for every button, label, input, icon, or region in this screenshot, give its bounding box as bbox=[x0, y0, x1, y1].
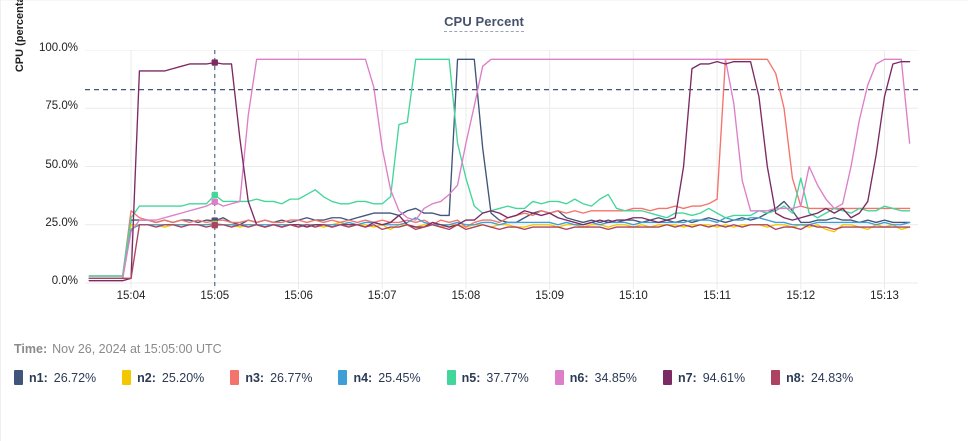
series-line-n5 bbox=[88, 58, 911, 277]
legend-swatch-icon bbox=[554, 370, 564, 385]
chart-title-text: CPU Percent bbox=[444, 14, 524, 32]
tooltip-time-value: Nov 26, 2024 at 15:05:00 UTC bbox=[52, 342, 222, 356]
y-tick-label: 100.0% bbox=[38, 42, 78, 54]
legend-series-value: 25.20% bbox=[161, 370, 205, 385]
legend-series-name: n4: bbox=[353, 370, 373, 385]
tooltip-time-label: Time: bbox=[14, 342, 48, 356]
chart-title: CPU Percent bbox=[0, 14, 968, 32]
x-tick-label: 15:06 bbox=[284, 290, 313, 302]
cursor-marker-n7 bbox=[211, 59, 218, 66]
x-tick-label: 15:13 bbox=[870, 290, 899, 302]
legend-item-n3[interactable]: n3: 26.77% bbox=[230, 370, 312, 385]
y-tick-label: 0.0% bbox=[51, 275, 78, 287]
tooltip-time-row: Time: Nov 26, 2024 at 15:05:00 UTC bbox=[14, 342, 222, 356]
series-line-n6 bbox=[88, 58, 911, 280]
legend-swatch-icon bbox=[446, 370, 456, 385]
legend-item-n5[interactable]: n5: 37.77% bbox=[446, 370, 529, 385]
legend-series-value: 24.83% bbox=[810, 370, 854, 385]
series-line-n7 bbox=[88, 60, 911, 282]
x-tick-label: 15:04 bbox=[116, 290, 146, 302]
y-tick-label: 25.0% bbox=[45, 216, 78, 229]
y-axis-ticks: 0.0% 25.0% 50.0% 75.0% 100.0% bbox=[0, 0, 78, 441]
legend-series-value: 37.77% bbox=[486, 370, 529, 385]
cursor-marker-n5 bbox=[211, 191, 218, 199]
x-tick-label: 15:12 bbox=[786, 290, 816, 302]
cursor-marker-n8 bbox=[211, 221, 218, 229]
legend-series-name: n7: bbox=[677, 370, 697, 385]
legend-item-n4[interactable]: n4: 25.45% bbox=[338, 370, 421, 385]
legend-series-name: n6: bbox=[569, 370, 589, 385]
legend-item-n2[interactable]: n2: 25.20% bbox=[122, 370, 204, 385]
legend: n1: 26.72% n2: 25.20% n3: 26.77% n4: 25.45% n5: 3… bbox=[14, 370, 964, 397]
legend-series-value: 94.61% bbox=[702, 370, 746, 385]
legend-swatch-icon bbox=[662, 370, 672, 385]
series-line-n2 bbox=[88, 221, 911, 280]
x-tick-label: 15:11 bbox=[703, 290, 732, 302]
x-tick-label: 15:05 bbox=[200, 290, 230, 302]
cursor-marker-n6 bbox=[211, 198, 218, 205]
legend-series-name: n2: bbox=[137, 370, 156, 385]
legend-swatch-icon bbox=[338, 370, 348, 385]
legend-series-name: n5: bbox=[461, 370, 481, 385]
y-tick-label: 50.0% bbox=[45, 158, 78, 171]
legend-series-name: n8: bbox=[786, 370, 805, 385]
legend-swatch-icon bbox=[771, 370, 781, 385]
x-tick-label: 15:07 bbox=[367, 290, 397, 302]
legend-series-name: n1: bbox=[29, 370, 48, 385]
legend-series-value: 26.77% bbox=[270, 370, 313, 385]
legend-swatch-icon bbox=[122, 370, 132, 385]
legend-series-value: 25.45% bbox=[378, 370, 421, 385]
y-tick-label: 75.0% bbox=[45, 100, 78, 113]
series-line-n4 bbox=[88, 217, 911, 280]
legend-item-n7[interactable]: n7: 94.61% bbox=[662, 370, 746, 385]
series-line-n8 bbox=[88, 224, 911, 280]
plot-area[interactable] bbox=[85, 50, 918, 289]
legend-item-n6[interactable]: n6: 34.85% bbox=[554, 370, 637, 385]
x-tick-label: 15:09 bbox=[535, 290, 565, 302]
legend-series-name: n3: bbox=[245, 370, 265, 385]
legend-series-value: 34.85% bbox=[594, 370, 637, 385]
legend-item-n1[interactable]: n1: 26.72% bbox=[14, 370, 96, 385]
x-tick-label: 15:10 bbox=[618, 290, 648, 302]
x-tick-label: 15:08 bbox=[451, 290, 481, 302]
legend-series-value: 26.72% bbox=[53, 370, 97, 385]
legend-swatch-icon bbox=[14, 370, 23, 385]
legend-item-n8[interactable]: n8: 24.83% bbox=[771, 370, 853, 385]
series-line-n1 bbox=[88, 58, 911, 277]
legend-swatch-icon bbox=[230, 370, 240, 385]
series-line-n3 bbox=[88, 58, 911, 277]
chart-canvas bbox=[85, 50, 918, 289]
